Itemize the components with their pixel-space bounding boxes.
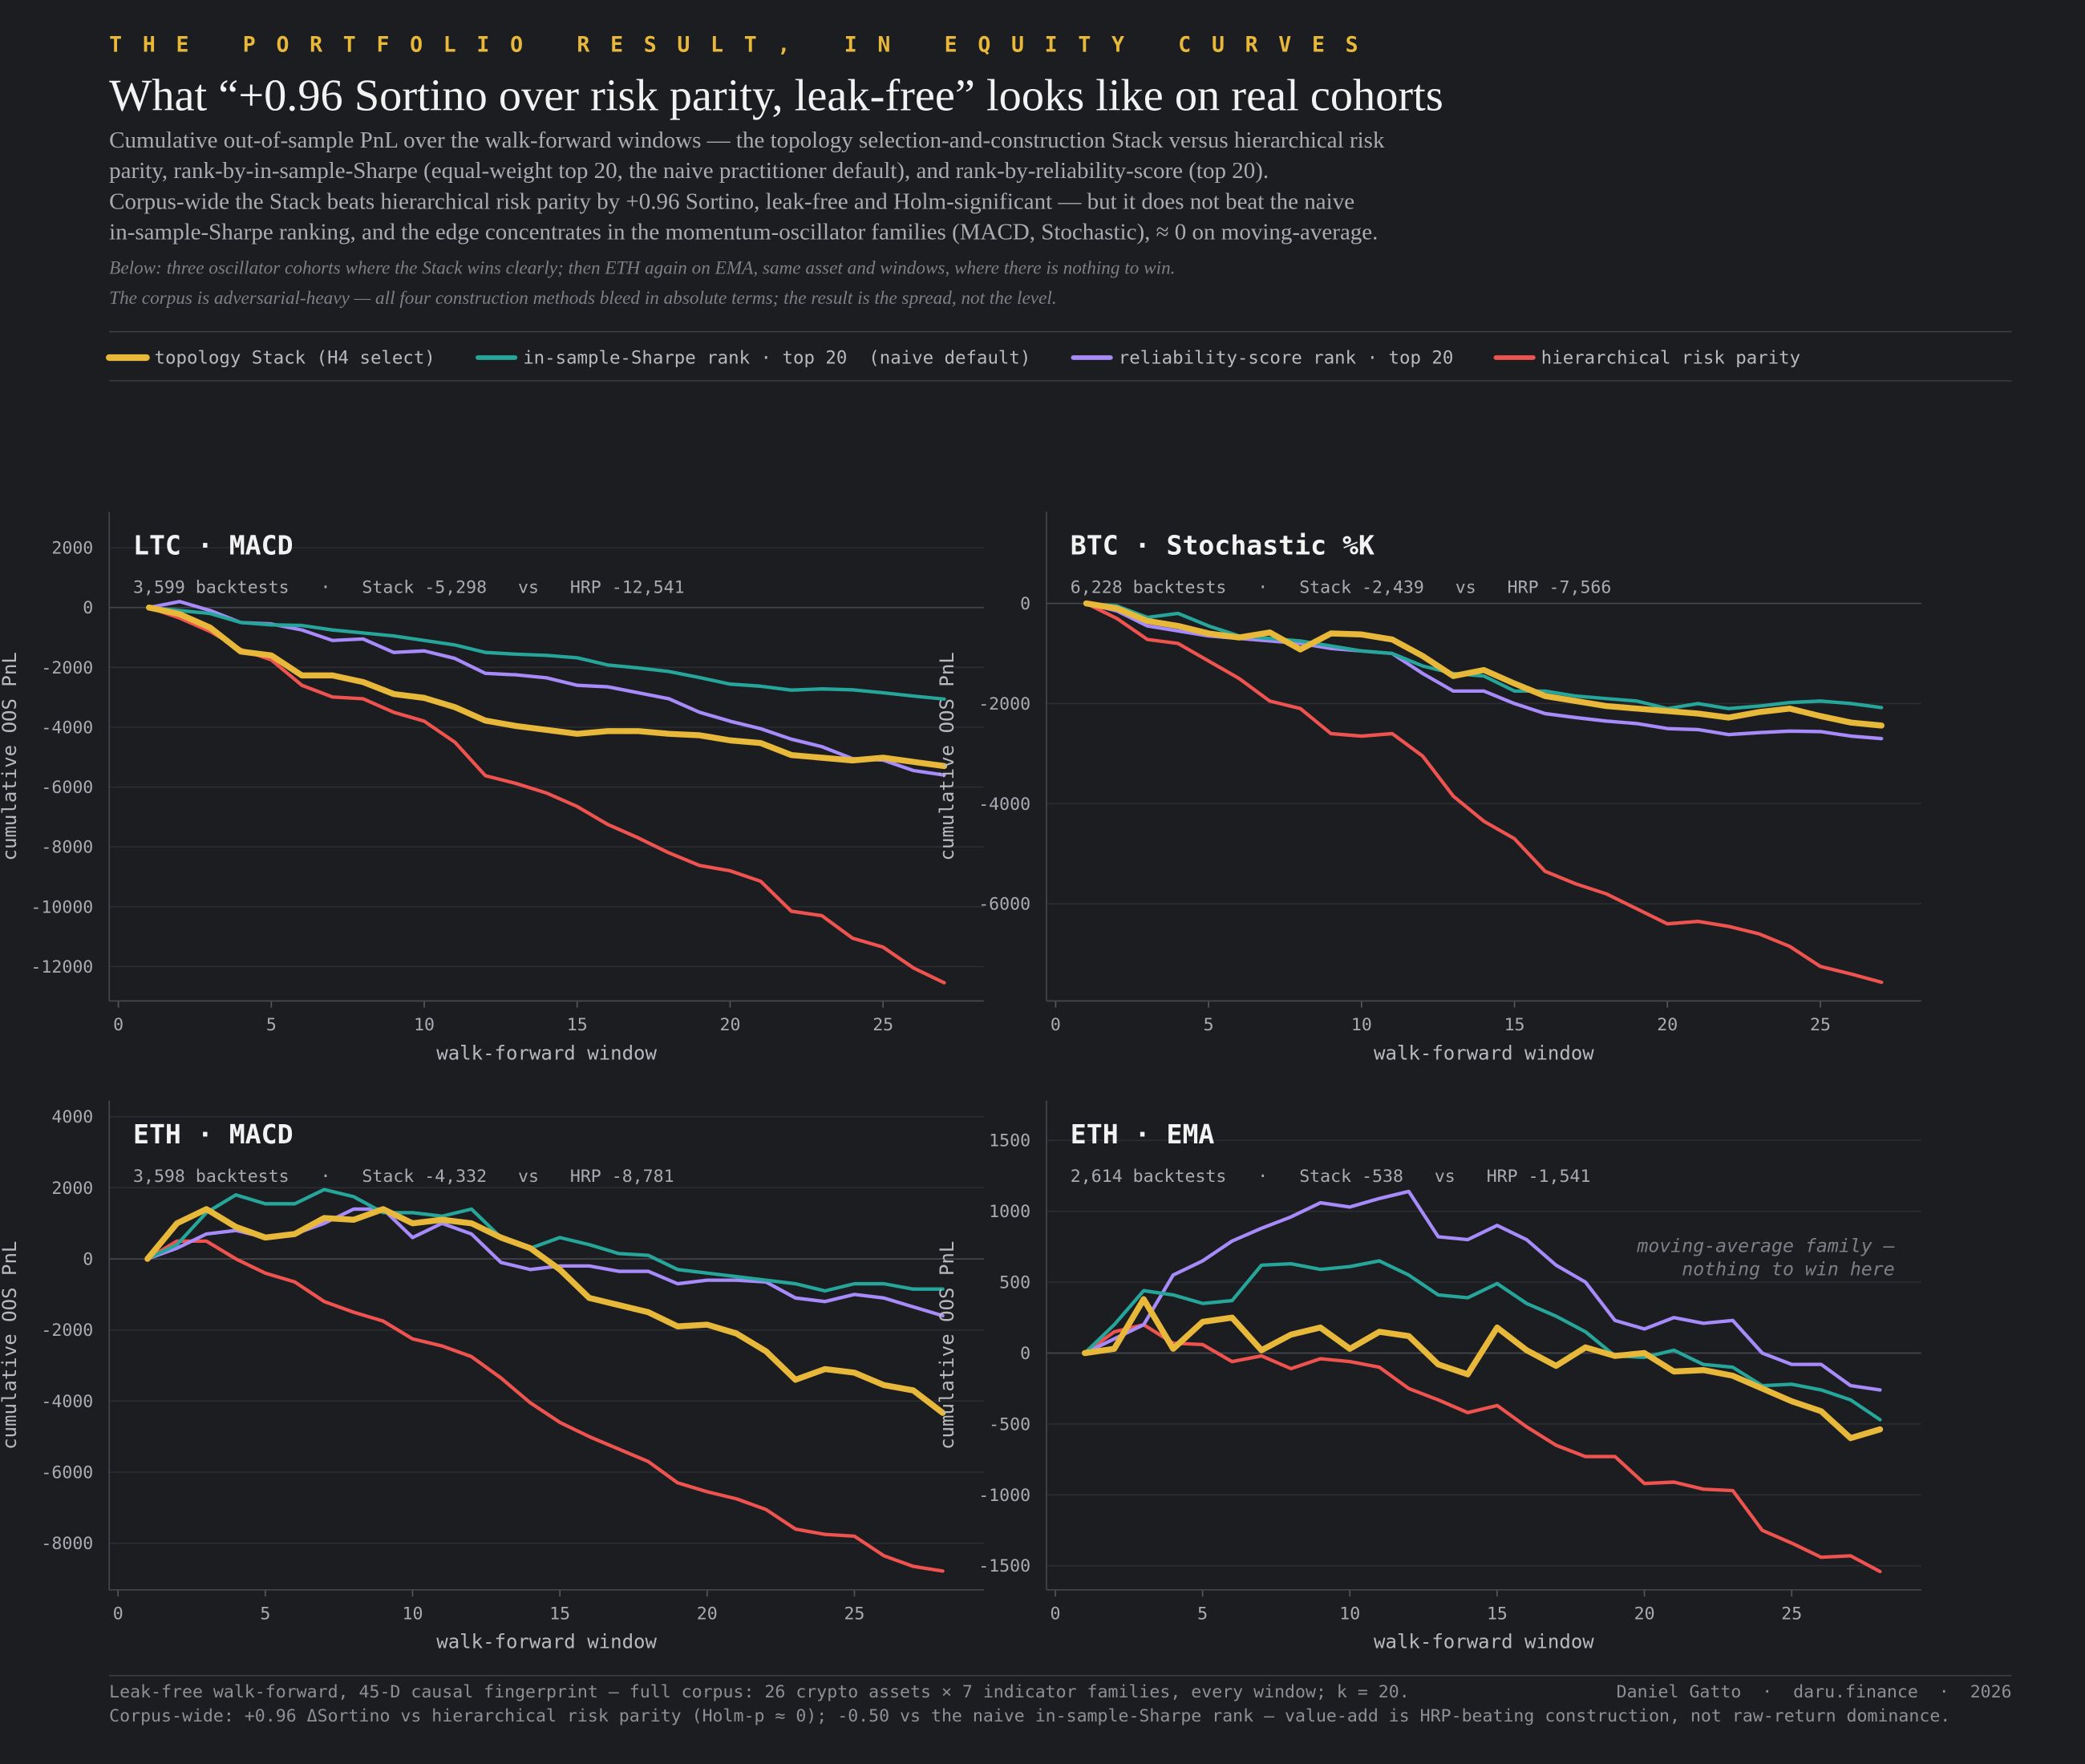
series-line [1083,1259,1882,1422]
panel-subtitle: 3,598 backtests · Stack -4,332 vs HRP -8… [133,1167,674,1187]
x-axis-label: walk-forward window [1374,1042,1594,1064]
y-tick-label: 0 [1020,1344,1030,1364]
y-tick-label: -4000 [41,718,93,738]
title: What “+0.96 Sortino over risk parity, le… [109,71,1443,121]
series-line [145,1187,945,1293]
y-tick-label: -1000 [978,1486,1030,1506]
x-tick-label: 10 [403,1604,423,1624]
panel-title: ETH · MACD [133,1119,294,1150]
lead-line: in-sample-Sharpe ranking, and the edge c… [109,219,1378,245]
y-tick-label: -6000 [41,778,93,798]
series-line [146,604,948,770]
x-tick-label: 10 [414,1015,435,1035]
x-tick-label: 15 [567,1015,588,1035]
y-tick-label: 0 [83,598,93,618]
legend-label: reliability-score rank · top 20 [1119,347,1454,368]
legend-label: in-sample-Sharpe rank · top 20 (naive de… [523,347,1030,368]
y-axis-label: cumulative OOS PnL [936,652,958,860]
y-tick-label: -2000 [41,1321,93,1341]
x-tick-label: 15 [1487,1604,1508,1624]
series-line [147,605,946,702]
series-line [1083,1189,1882,1392]
x-tick-label: 20 [697,1604,718,1624]
series-line [1083,600,1885,729]
panel-subtitle: 3,599 backtests · Stack -5,298 vs HRP -1… [133,577,685,597]
lead-line: Corpus-wide the Stack beats hierarchical… [109,188,1354,214]
note-line: The corpus is adversarial-heavy — all fo… [109,288,1056,309]
x-tick-label: 25 [1781,1604,1802,1624]
x-axis-label: walk-forward window [1374,1631,1594,1653]
y-tick-label: -8000 [41,838,93,858]
y-tick-label: 2000 [51,539,93,559]
y-tick-label: -4000 [978,795,1030,815]
footer-line: Corpus-wide: +0.96 ΔSortino vs hierarchi… [109,1706,1950,1726]
series-line [1084,601,1884,985]
x-tick-label: 5 [1197,1604,1208,1624]
series-line [144,1206,946,1416]
note-line: Below: three oscillator cohorts where th… [109,258,1175,279]
y-tick-label: -12000 [30,957,93,977]
panel-title: ETH · EMA [1071,1119,1215,1150]
y-tick-label: -1500 [978,1556,1030,1576]
lead-line: parity, rank-by-in-sample-Sharpe (equal-… [109,158,1269,184]
panel-subtitle: 6,228 backtests · Stack -2,439 vs HRP -7… [1071,577,1612,597]
y-tick-label: 1500 [989,1131,1030,1151]
series-line [1084,601,1884,710]
footer-credit: Daniel Gatto · daru.finance · 2026 [1617,1682,2012,1702]
y-tick-label: 4000 [51,1107,93,1127]
x-tick-label: 20 [1634,1604,1655,1624]
lead-line: Cumulative out-of-sample PnL over the wa… [109,127,1385,153]
series-line [1083,1322,1882,1574]
x-tick-label: 20 [1657,1015,1678,1035]
x-tick-label: 0 [113,1015,123,1035]
x-tick-label: 15 [1504,1015,1525,1035]
legend-label: topology Stack (H4 select) [155,347,435,368]
y-axis-label: cumulative OOS PnL [936,1241,958,1450]
x-tick-label: 20 [719,1015,740,1035]
panel-title: BTC · Stochastic %K [1071,529,1374,560]
legend-label: hierarchical risk parity [1541,347,1800,368]
x-tick-label: 0 [1051,1604,1061,1624]
y-tick-label: -6000 [41,1463,93,1483]
series-line [1081,1296,1884,1442]
x-tick-label: 5 [260,1604,270,1624]
panel-subtitle: 2,614 backtests · Stack -538 vs HRP -1,5… [1071,1167,1591,1187]
annotation: nothing to win here [1682,1259,1894,1281]
x-axis-label: walk-forward window [436,1631,657,1653]
footer-line: Leak-free walk-forward, 45-D causal fing… [109,1682,1410,1702]
y-tick-label: 0 [1020,594,1030,614]
x-tick-label: 5 [1204,1015,1214,1035]
y-tick-label: -6000 [978,895,1030,915]
x-tick-label: 25 [844,1604,864,1624]
y-tick-label: 2000 [51,1179,93,1199]
y-tick-label: 1000 [989,1202,1030,1222]
x-tick-label: 0 [113,1604,123,1624]
y-tick-label: 0 [83,1249,93,1269]
x-tick-label: 25 [872,1015,893,1035]
y-axis-label: cumulative OOS PnL [0,1241,21,1450]
y-tick-label: 500 [999,1273,1030,1293]
kicker: THE PORTFOLIO RESULT, IN EQUITY CURVES [109,33,1379,58]
y-tick-label: -500 [989,1414,1030,1434]
y-tick-label: -4000 [41,1392,93,1412]
series-line [145,1239,945,1573]
y-tick-label: -10000 [30,897,93,917]
x-tick-label: 25 [1810,1015,1831,1035]
x-tick-label: 10 [1339,1604,1360,1624]
y-tick-label: -2000 [978,694,1030,714]
y-tick-label: -8000 [41,1534,93,1554]
panel-title: LTC · MACD [133,529,294,560]
x-tick-label: 10 [1351,1015,1372,1035]
y-axis-label: cumulative OOS PnL [0,652,21,860]
x-tick-label: 15 [549,1604,570,1624]
annotation: moving-average family — [1636,1236,1894,1257]
x-tick-label: 5 [266,1015,277,1035]
y-tick-label: -2000 [41,658,93,678]
series-line [147,605,946,985]
x-axis-label: walk-forward window [436,1042,657,1064]
x-tick-label: 0 [1051,1015,1061,1035]
